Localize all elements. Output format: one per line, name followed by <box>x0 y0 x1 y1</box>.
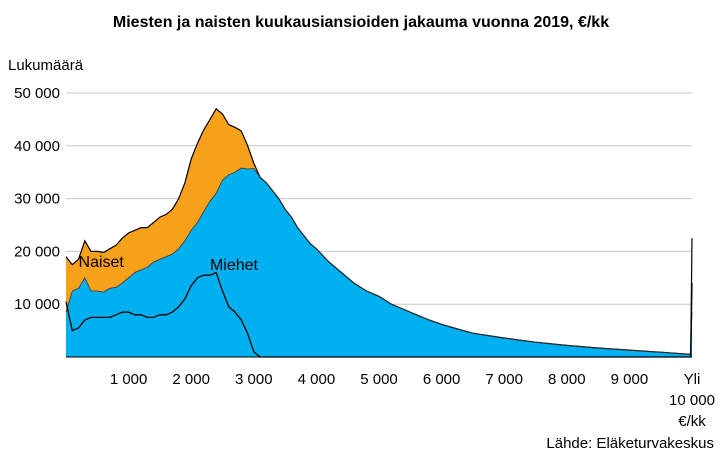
x-tick-label: 4 000 <box>298 371 336 388</box>
chart-title: Miesten ja naisten kuukausiansioiden jak… <box>112 14 610 31</box>
y-tick-label: 10 000 <box>14 296 60 313</box>
y-axis-label: Lukumäärä <box>8 57 84 74</box>
series-label-miehet: Miehet <box>210 257 259 274</box>
x-tick-label: 5 000 <box>360 371 398 388</box>
source-label: Lähde: Eläketurvakeskus <box>546 435 714 452</box>
y-tick-label: 30 000 <box>14 191 60 208</box>
area-miehet <box>66 168 692 357</box>
x-tick-label: Yli <box>684 371 701 388</box>
x-tick-label: 2 000 <box>172 371 210 388</box>
y-tick-label: 50 000 <box>14 85 60 102</box>
x-tick-label: 1 000 <box>110 371 148 388</box>
y-tick-label: 20 000 <box>14 243 60 260</box>
x-tick-label: 3 000 <box>235 371 273 388</box>
x-axis-unit: €/kk <box>678 413 706 430</box>
x-tick-label: 6 000 <box>423 371 461 388</box>
series-label-naiset: Naiset <box>79 254 125 271</box>
x-tick-label: 8 000 <box>548 371 586 388</box>
line-miehet <box>65 167 693 355</box>
y-tick-label: 40 000 <box>14 138 60 155</box>
x-tick-label: 7 000 <box>485 371 523 388</box>
x-tick-label: 9 000 <box>611 371 649 388</box>
line-naiset <box>65 271 693 358</box>
x-tick-label: 10 000 <box>669 392 715 409</box>
